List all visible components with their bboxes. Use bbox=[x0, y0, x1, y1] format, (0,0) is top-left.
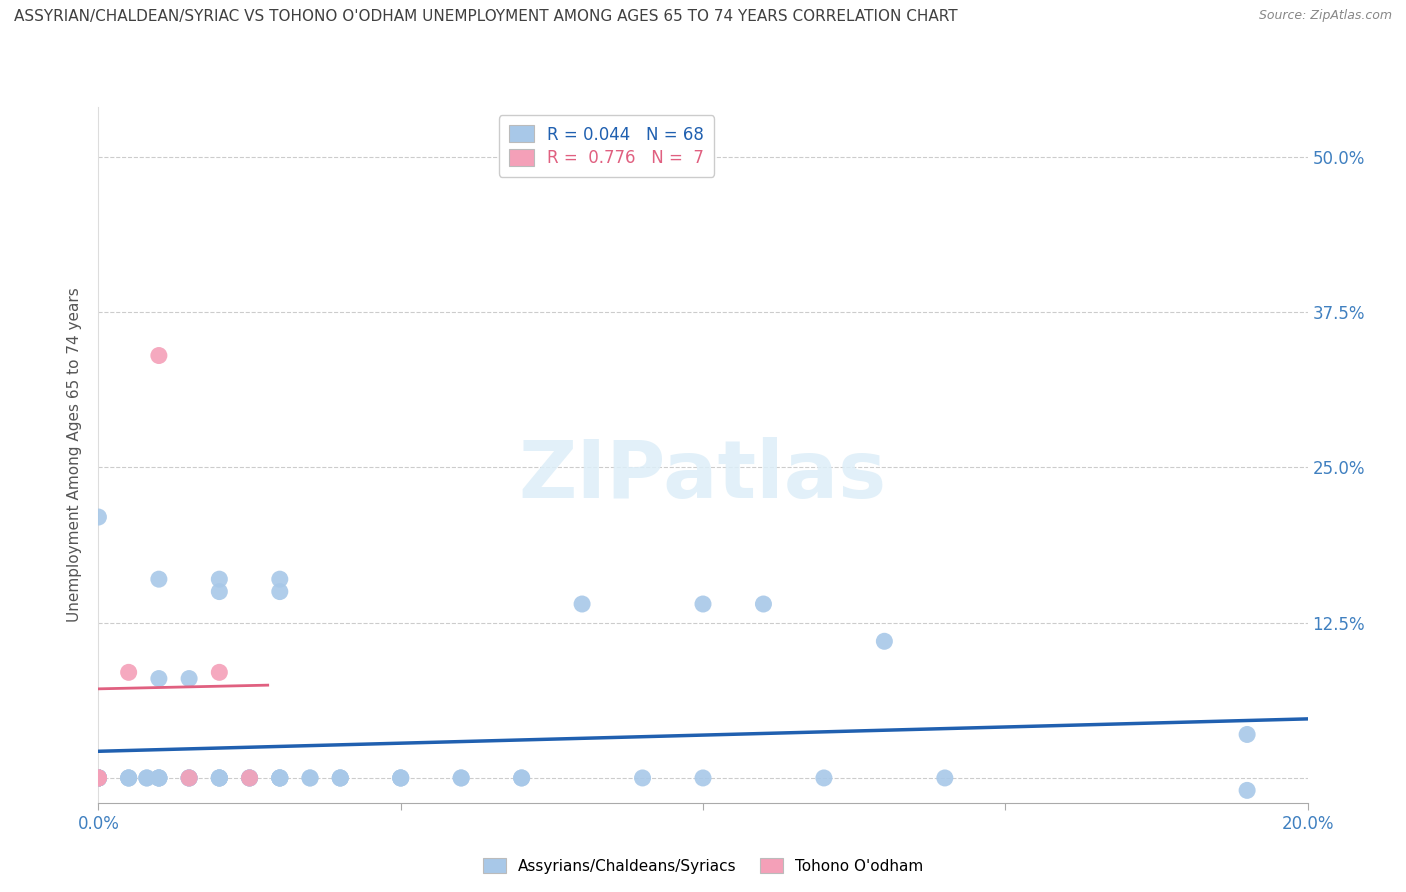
Point bbox=[87, 771, 110, 785]
Text: ASSYRIAN/CHALDEAN/SYRIAC VS TOHONO O'ODHAM UNEMPLOYMENT AMONG AGES 65 TO 74 YEAR: ASSYRIAN/CHALDEAN/SYRIAC VS TOHONO O'ODH… bbox=[14, 9, 957, 24]
Point bbox=[208, 572, 231, 586]
Point bbox=[208, 771, 231, 785]
Point bbox=[873, 634, 896, 648]
Point bbox=[87, 510, 110, 524]
Point bbox=[87, 771, 110, 785]
Point bbox=[148, 771, 170, 785]
Point bbox=[450, 771, 472, 785]
Point bbox=[510, 771, 533, 785]
Point bbox=[148, 771, 170, 785]
Point bbox=[148, 771, 170, 785]
Point bbox=[179, 771, 201, 785]
Point bbox=[450, 771, 472, 785]
Point bbox=[692, 597, 714, 611]
Point bbox=[135, 771, 157, 785]
Point bbox=[87, 771, 110, 785]
Point bbox=[148, 771, 170, 785]
Point bbox=[269, 771, 291, 785]
Point bbox=[208, 584, 231, 599]
Point bbox=[135, 771, 157, 785]
Point bbox=[118, 665, 141, 680]
Point bbox=[87, 771, 110, 785]
Point bbox=[179, 672, 201, 686]
Point bbox=[87, 771, 110, 785]
Text: Source: ZipAtlas.com: Source: ZipAtlas.com bbox=[1258, 9, 1392, 22]
Point bbox=[752, 597, 775, 611]
Point bbox=[329, 771, 352, 785]
Point bbox=[87, 771, 110, 785]
Point bbox=[269, 584, 291, 599]
Point bbox=[239, 771, 262, 785]
Point bbox=[389, 771, 412, 785]
Text: ZIPatlas: ZIPatlas bbox=[519, 437, 887, 515]
Point bbox=[934, 771, 956, 785]
Point bbox=[389, 771, 412, 785]
Point bbox=[510, 771, 533, 785]
Point bbox=[148, 349, 170, 363]
Point bbox=[299, 771, 322, 785]
Point bbox=[1236, 783, 1258, 797]
Point bbox=[179, 771, 201, 785]
Point bbox=[269, 572, 291, 586]
Point bbox=[148, 672, 170, 686]
Point bbox=[179, 771, 201, 785]
Point bbox=[87, 771, 110, 785]
Point bbox=[208, 771, 231, 785]
Point bbox=[208, 665, 231, 680]
Point bbox=[329, 771, 352, 785]
Point bbox=[389, 771, 412, 785]
Point bbox=[87, 771, 110, 785]
Point bbox=[118, 771, 141, 785]
Y-axis label: Unemployment Among Ages 65 to 74 years: Unemployment Among Ages 65 to 74 years bbox=[67, 287, 83, 623]
Legend: R = 0.044   N = 68, R =  0.776   N =  7: R = 0.044 N = 68, R = 0.776 N = 7 bbox=[499, 115, 714, 177]
Point bbox=[269, 771, 291, 785]
Point bbox=[239, 771, 262, 785]
Point bbox=[269, 771, 291, 785]
Point bbox=[239, 771, 262, 785]
Point bbox=[118, 771, 141, 785]
Point bbox=[239, 771, 262, 785]
Point bbox=[179, 771, 201, 785]
Point bbox=[87, 771, 110, 785]
Point bbox=[87, 771, 110, 785]
Point bbox=[87, 771, 110, 785]
Point bbox=[118, 771, 141, 785]
Point bbox=[299, 771, 322, 785]
Point bbox=[813, 771, 835, 785]
Point bbox=[571, 597, 593, 611]
Point bbox=[87, 771, 110, 785]
Point bbox=[87, 771, 110, 785]
Point bbox=[208, 771, 231, 785]
Legend: Assyrians/Chaldeans/Syriacs, Tohono O'odham: Assyrians/Chaldeans/Syriacs, Tohono O'od… bbox=[477, 852, 929, 880]
Point bbox=[269, 771, 291, 785]
Point bbox=[148, 572, 170, 586]
Point bbox=[692, 771, 714, 785]
Point bbox=[631, 771, 654, 785]
Point bbox=[208, 771, 231, 785]
Point bbox=[329, 771, 352, 785]
Point bbox=[1236, 727, 1258, 741]
Point bbox=[87, 771, 110, 785]
